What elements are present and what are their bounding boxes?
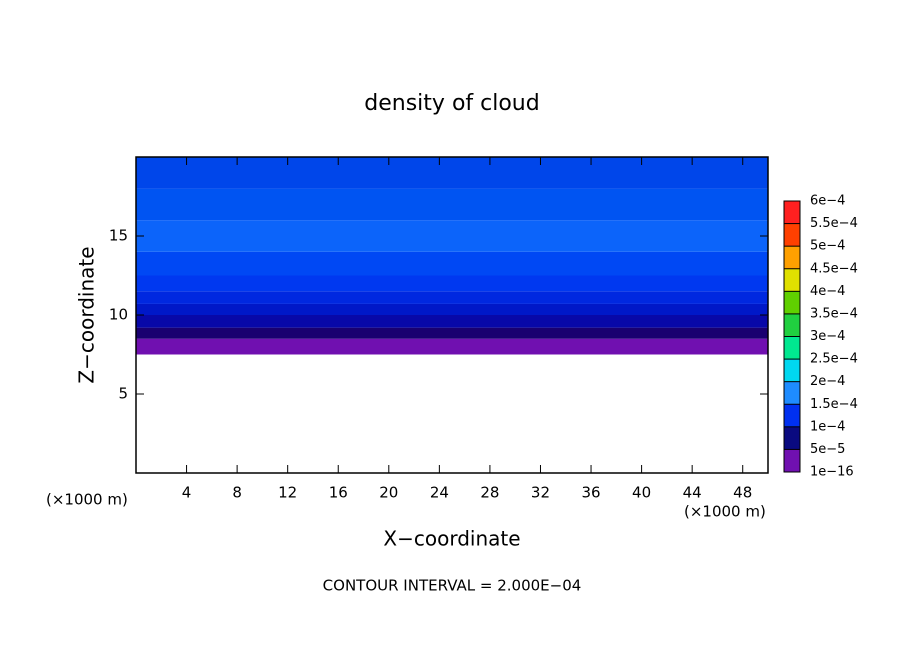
x-tick-label: 12 xyxy=(278,484,297,502)
contour-band xyxy=(136,338,768,355)
colorbar-box xyxy=(784,201,800,224)
contour-band xyxy=(136,188,768,221)
x-unit-label: (×1000 m) xyxy=(46,491,128,509)
colorbar-box xyxy=(784,426,800,450)
colorbar-box xyxy=(784,291,800,314)
x-tick-label: 48 xyxy=(733,484,752,502)
x-tick-label: 32 xyxy=(531,484,550,502)
contour-band xyxy=(136,251,768,276)
x-unit-label: (×1000 m) xyxy=(684,503,766,521)
colorbar-label: 1e−4 xyxy=(810,419,845,434)
colorbar-box xyxy=(784,381,800,405)
y-tick-label: 10 xyxy=(109,306,128,324)
colorbar-label: 5e−4 xyxy=(810,239,845,254)
colorbar-label: 4.5e−4 xyxy=(810,261,858,276)
colorbar-box xyxy=(784,449,800,472)
colorbar-label: 4e−4 xyxy=(810,284,845,299)
x-tick-label: 44 xyxy=(683,484,702,502)
contour-band xyxy=(136,303,768,315)
x-tick-label: 28 xyxy=(480,484,499,502)
colorbar-label: 5e−5 xyxy=(810,442,845,457)
x-tick-label: 8 xyxy=(232,484,242,502)
colorbar-label: 3.5e−4 xyxy=(810,306,858,321)
colorbar-box xyxy=(784,313,800,337)
footnote: CONTOUR INTERVAL = 2.000E−04 xyxy=(323,577,582,595)
y-tick-label: 5 xyxy=(118,385,128,403)
contour-band xyxy=(136,327,768,339)
colorbar-box xyxy=(784,359,800,382)
colorbar-label: 3e−4 xyxy=(810,329,845,344)
colorbar-label: 5.5e−4 xyxy=(810,216,858,231)
contour-band xyxy=(136,275,768,292)
colorbar-label: 1e−16 xyxy=(810,465,854,480)
contour-band xyxy=(136,220,768,252)
colorbar-label: 2.5e−4 xyxy=(810,352,858,367)
colorbar-box xyxy=(784,404,800,427)
x-tick-label: 40 xyxy=(632,484,651,502)
colorbar-box xyxy=(784,223,800,247)
y-tick-label: 15 xyxy=(109,227,128,245)
contour-band xyxy=(136,157,768,189)
y-axis-label: Z−coordinate xyxy=(75,246,99,383)
colorbar-box xyxy=(784,336,800,360)
x-tick-label: 24 xyxy=(430,484,449,502)
x-tick-label: 16 xyxy=(329,484,348,502)
colorbar-label: 1.5e−4 xyxy=(810,397,858,412)
x-axis-label: X−coordinate xyxy=(383,527,520,551)
contour-band xyxy=(136,315,768,328)
colorbar-box xyxy=(784,268,800,292)
x-tick-label: 4 xyxy=(182,484,192,502)
chart-title: density of cloud xyxy=(364,91,539,116)
colorbar-label: 2e−4 xyxy=(810,374,845,389)
x-tick-label: 20 xyxy=(379,484,398,502)
colorbar-label: 6e−4 xyxy=(810,194,845,209)
colorbar-box xyxy=(784,246,800,269)
contour-band xyxy=(136,291,768,304)
x-tick-label: 36 xyxy=(581,484,600,502)
